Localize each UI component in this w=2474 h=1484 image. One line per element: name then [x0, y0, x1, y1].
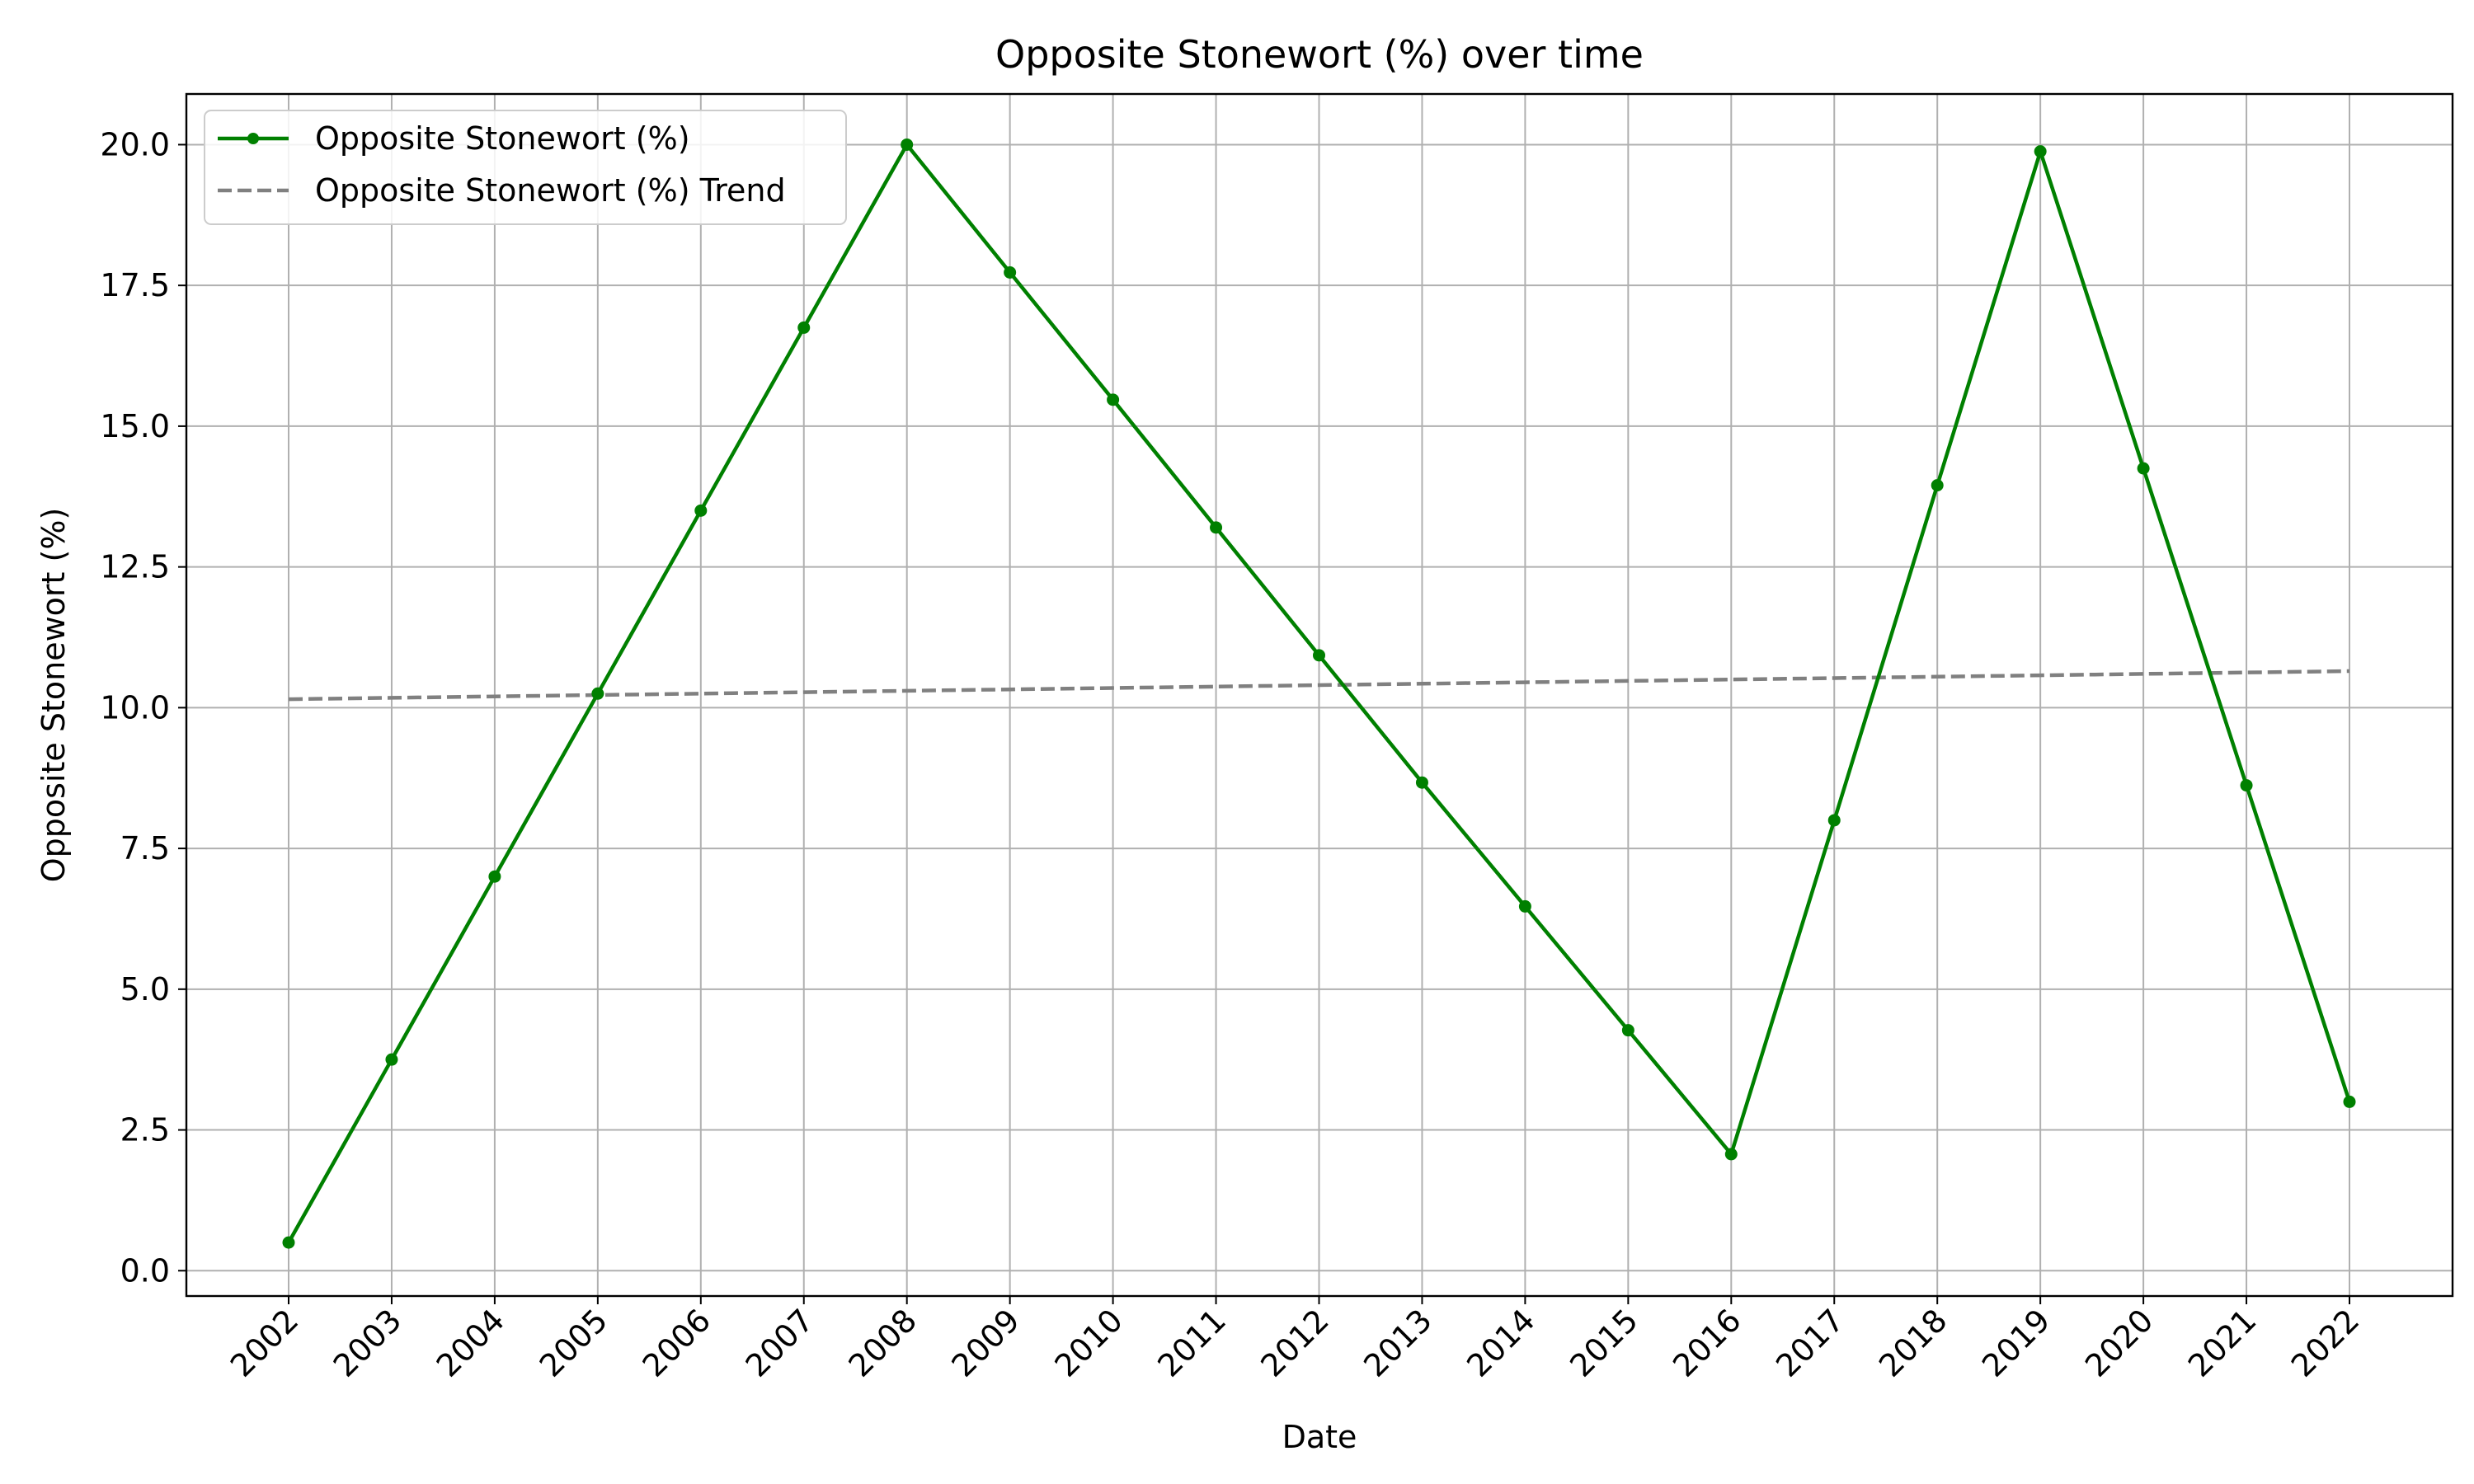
legend-label-trend: Opposite Stonewort (%) Trend [315, 172, 786, 209]
data-point [1724, 1148, 1738, 1161]
data-point [1004, 265, 1017, 279]
chart-title: Opposite Stonewort (%) over time [995, 32, 1644, 77]
y-tick-label: 12.5 [100, 549, 170, 585]
data-point [1827, 814, 1841, 827]
data-point [488, 870, 501, 883]
y-tick-label: 20.0 [100, 126, 170, 162]
data-point [797, 321, 811, 334]
data-point [2034, 145, 2047, 158]
y-axis: 0.0 2.5 5.0 7.5 10.0 12.5 15.0 17.5 20.0 [100, 126, 186, 1289]
legend: Opposite Stonewort (%) Opposite Stonewor… [204, 110, 847, 225]
data-point [1210, 521, 1223, 534]
trend-line [288, 669, 2350, 702]
data-point [2137, 462, 2150, 475]
legend-label-series: Opposite Stonewort (%) [315, 120, 690, 157]
data-point [2343, 1095, 2356, 1108]
y-tick-label: 15.0 [100, 408, 170, 444]
y-axis-label: Opposite Stonewort (%) [35, 508, 72, 883]
data-point [1107, 393, 1120, 406]
data-point [282, 1236, 295, 1249]
data-point [385, 1053, 398, 1066]
y-tick-label: 0.0 [120, 1252, 170, 1289]
data-point [1518, 899, 1531, 913]
x-axis-label: Date [1282, 1419, 1357, 1455]
grid [186, 94, 2453, 1296]
legend-box [204, 110, 847, 225]
y-tick-label: 7.5 [120, 830, 170, 866]
data-point [901, 138, 914, 151]
legend-marker-series [247, 133, 259, 144]
data-point [1415, 776, 1428, 789]
data-point [1313, 649, 1325, 662]
series-layer [282, 138, 2356, 1249]
data-point [1621, 1024, 1634, 1037]
y-tick-label: 2.5 [120, 1112, 170, 1148]
y-tick-label: 17.5 [100, 267, 170, 303]
data-point [2240, 779, 2253, 792]
data-point [1931, 479, 1944, 492]
y-tick-label: 5.0 [120, 971, 170, 1007]
y-tick-label: 10.0 [100, 689, 170, 726]
data-point [591, 687, 604, 700]
data-point [694, 504, 708, 517]
